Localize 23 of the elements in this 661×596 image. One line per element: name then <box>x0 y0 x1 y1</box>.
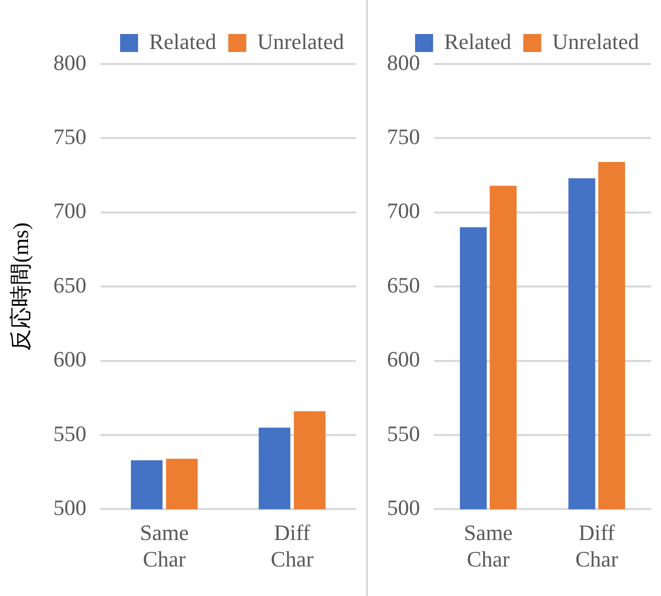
x-tick-label: Same Char <box>464 520 513 572</box>
legend-label: Unrelated <box>552 28 639 54</box>
y-tick-label: 550 <box>387 420 420 446</box>
x-tick-label: Diff Char <box>575 520 619 572</box>
y-tick-label: 550 <box>53 420 86 446</box>
y-tick-label: 750 <box>53 124 86 149</box>
y-tick-label: 600 <box>387 346 420 372</box>
legend-label: Unrelated <box>257 28 344 54</box>
y-tick-label: 700 <box>53 198 86 224</box>
y-tick-label: 800 <box>387 50 420 75</box>
legend-label: Related <box>444 28 512 54</box>
x-tick-label: Same Char <box>140 520 189 572</box>
y-tick-label: 500 <box>387 494 420 520</box>
y-tick-label: 650 <box>53 272 86 298</box>
y-axis-title: 反応時間(ms) <box>8 222 33 351</box>
x-tick-label: Diff Char <box>270 520 314 572</box>
y-tick-label: 800 <box>53 50 86 75</box>
y-tick-label: 700 <box>387 198 420 224</box>
y-tick-label: 600 <box>53 346 86 372</box>
legend-label: Related <box>149 28 216 54</box>
y-tick-label: 650 <box>387 272 420 298</box>
y-tick-label: 750 <box>387 124 420 149</box>
y-tick-label: 500 <box>53 494 86 520</box>
